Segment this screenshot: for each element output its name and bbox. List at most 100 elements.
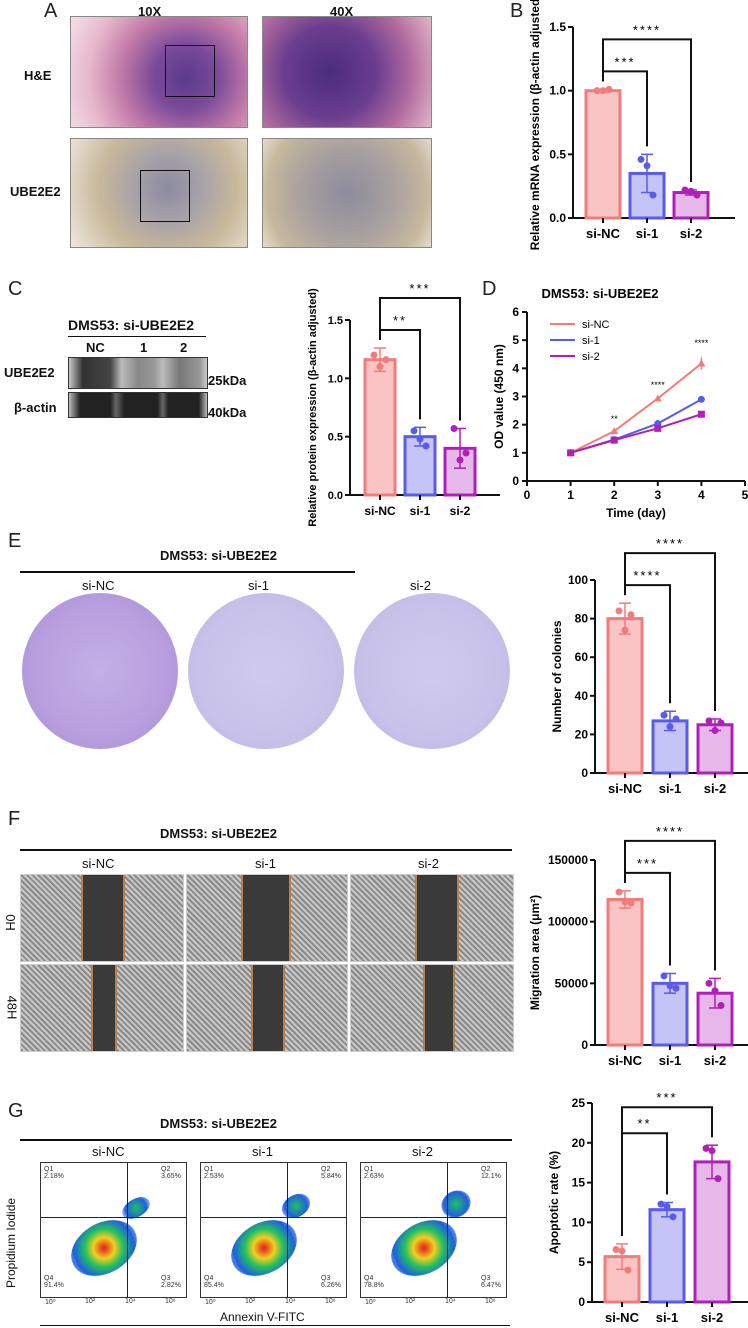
y-tick-label: 0 [512,474,519,488]
quadrant-name: Q1 [204,1166,214,1173]
x-tick-label: si-NC [608,781,643,796]
y-tick-label: 80 [575,612,589,626]
bar-si-2 [693,1160,731,1304]
column-label: si-2 [418,856,439,871]
quadrant-name: Q1 [44,1166,54,1173]
y-axis-label: OD value (450 nm) [492,344,506,449]
y-tick-label: 2 [512,418,519,432]
marker-square [697,410,705,418]
significance-label: ** [637,1116,651,1131]
zoom-box [140,170,190,222]
he-10x-image [70,16,248,128]
y-tick-label: 5 [578,1255,585,1269]
data-point [711,727,719,735]
y-tick-label: 10 [572,1215,586,1229]
data-point [669,1213,677,1221]
ihc-10x-image [70,138,248,248]
x-tick-label: si-1 [656,1310,678,1325]
lane-1: 1 [140,340,148,355]
gate-horizontal [361,1217,506,1218]
data-point [660,972,668,980]
flow-x-tick: 10² [245,1298,256,1305]
data-point [382,356,390,364]
data-point [705,979,713,987]
data-point [627,899,635,907]
x-tick-label: si-2 [680,226,702,241]
data-point [717,719,725,727]
y-tick-label: 20 [572,1136,586,1150]
plate-label: si-NC [82,578,115,593]
plate-label: si-1 [248,578,269,593]
data-point [705,717,713,725]
y-tick-label: 40 [575,689,589,703]
data-point [687,187,695,195]
col-label-40x: 40X [330,4,354,19]
y-tick-label: 0.5 [328,432,343,444]
significance-bracket [602,38,692,182]
divider [20,849,512,851]
quadrant-value: 78.8% [364,1282,384,1289]
colony-plate-si-2 [354,593,510,749]
x-tick-label: si-NC [605,1310,640,1325]
x-tick-label: 5 [742,488,748,502]
quadrant-value: 91.4% [44,1282,64,1289]
y-tick-label: 0 [578,1295,585,1309]
x-axis-label: Time (day) [606,506,666,520]
quadrant-value: 2.82% [161,1282,181,1289]
x-tick-label: si-2 [701,1310,723,1325]
y-tick-label: 50000 [555,976,589,990]
x-tick-label: 0 [524,488,531,502]
y-tick-label: 1.0 [328,373,343,385]
quadrant-q4: Q4 85.4% [204,1275,224,1289]
data-point [717,1002,725,1010]
gate-vertical [287,1163,288,1297]
x-tick-label: si-NC [586,226,621,241]
y-tick-label: 15 [572,1176,586,1190]
data-point [666,723,674,731]
data-point [615,607,623,615]
y-tick-label: 5 [512,333,519,347]
quadrant-q3: Q3 6.47% [481,1275,501,1289]
quadrant-value: 6.26% [321,1282,341,1289]
data-point [612,1245,620,1253]
flow-x-tick: 10² [405,1298,416,1305]
flow-plot: Q1 2.18% Q2 3.65% Q3 2.82% Q4 91.4% 10⁰ 10² 10⁴ 10⁶ [40,1162,187,1306]
marker-circle [697,395,705,403]
size-40kda: 40kDa [208,405,247,420]
data-point [621,626,629,634]
significance-label: *** [409,281,430,296]
data-point [672,984,680,992]
he-40x-image [262,16,432,128]
panel-label-g: G [8,1100,24,1122]
quadrant-name: Q4 [204,1275,214,1282]
marker-triangle [653,394,662,402]
data-point [666,982,674,990]
zoom-box [165,45,215,97]
marker-triangle [610,427,619,435]
panel-label-e: E [8,530,22,552]
flow-x-tick: 10⁴ [125,1298,136,1305]
y-tick-label: 0.5 [549,147,566,161]
quadrant-value: 6.47% [481,1282,501,1289]
bar-si-2 [672,191,710,220]
y-axis-label: Apoptotic rate (%) [547,1151,561,1254]
y-tick-label: 6 [512,305,519,319]
flow-x-tick: 10⁰ [205,1299,216,1306]
x-tick-label: 4 [698,488,705,502]
title-f: DMS53: si-UBE2E2 [160,826,278,841]
flow-x-tick: 10⁶ [325,1298,336,1305]
flow-x-tick: 10² [85,1298,96,1305]
flow-x-tick: 10⁶ [485,1298,496,1305]
data-point [681,186,689,194]
significance-bracket [624,839,716,971]
gate-vertical [127,1163,128,1297]
col-label-10x: 10X [138,4,162,19]
wound-image [186,964,348,1052]
quadrant-name: Q1 [364,1166,374,1173]
quadrant-value: 2.53% [204,1173,224,1180]
significance-label: *** [614,54,635,69]
y-tick-label: 1.5 [328,315,343,327]
quadrant-q2: Q2 3.65% [161,1166,181,1180]
flow-x-tick: 10⁰ [365,1299,376,1306]
